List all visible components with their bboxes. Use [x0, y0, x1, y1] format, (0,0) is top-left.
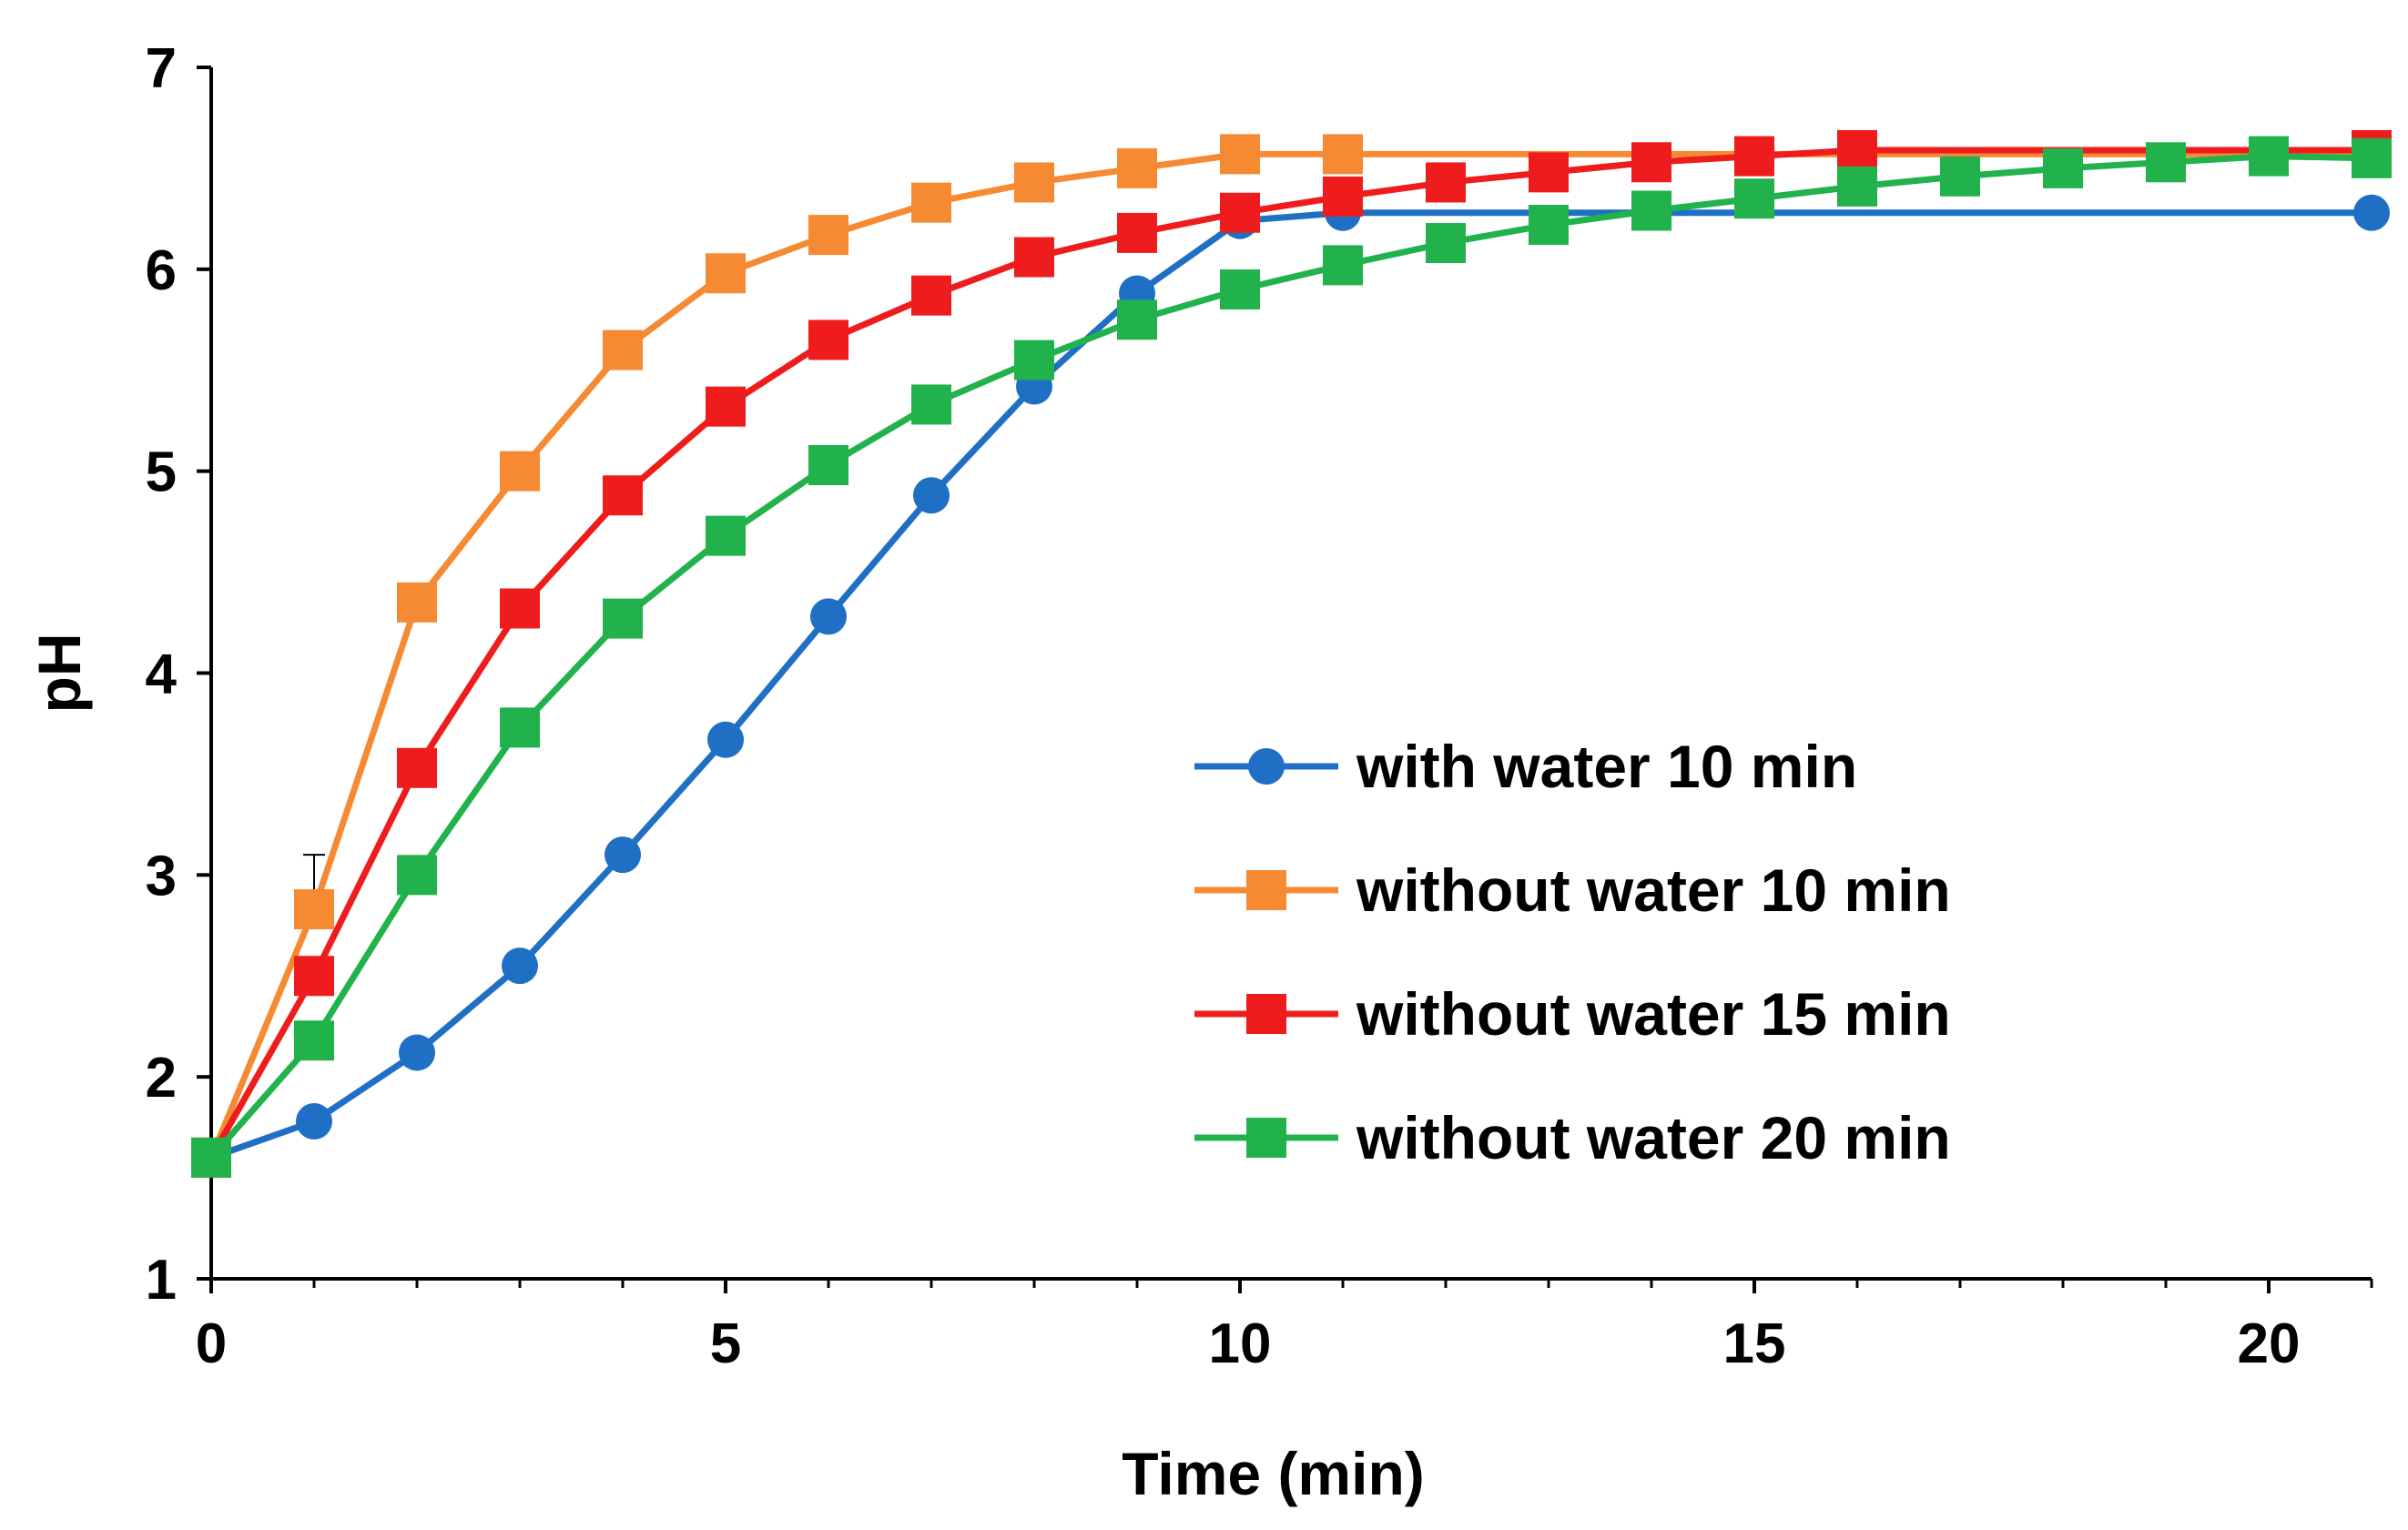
data-point-1: [603, 329, 643, 370]
data-point-2: [397, 747, 437, 788]
data-point-3: [500, 707, 540, 748]
legend-label: without water 10 min: [1356, 856, 1951, 924]
x-tick-label: 0: [196, 1312, 227, 1375]
data-point-1: [397, 582, 437, 623]
x-tick-label: 20: [2238, 1312, 2301, 1375]
data-point-0: [605, 836, 641, 874]
data-point-3: [1940, 156, 1980, 197]
legend-swatch-marker: [1248, 748, 1285, 785]
data-point-2: [294, 956, 334, 997]
legend-item: without water 20 min: [1194, 1104, 1951, 1171]
data-point-3: [1323, 245, 1363, 286]
y-tick-label: 6: [146, 239, 177, 302]
data-point-2: [1426, 162, 1466, 203]
series-line-3: [208, 153, 2372, 1160]
data-point-0: [913, 477, 950, 514]
y-tick-label: 7: [146, 37, 177, 100]
data-point-1: [1220, 134, 1260, 175]
data-point-3: [911, 384, 951, 425]
legend-swatch-marker: [1246, 994, 1286, 1034]
data-point-3: [294, 1020, 334, 1061]
data-point-3: [603, 598, 643, 639]
series-layer: [191, 129, 2392, 1178]
data-point-0: [810, 598, 847, 635]
data-point-2: [1117, 212, 1157, 253]
data-point-3: [1734, 178, 1774, 219]
data-point-0: [707, 721, 744, 758]
data-point-3: [2352, 137, 2392, 178]
data-point-1: [706, 253, 746, 294]
data-point-3: [1837, 166, 1877, 207]
data-point-2: [808, 319, 848, 360]
axes-layer: 1 2 3 4 5 6 7 0 5 10 15 20 Time (min) pH: [25, 37, 2373, 1507]
data-point-1: [808, 215, 848, 256]
data-point-2: [1014, 237, 1054, 278]
x-tick-label: 10: [1209, 1312, 1272, 1375]
data-point-2: [1734, 136, 1774, 177]
data-point-1: [911, 182, 951, 223]
data-point-2: [1529, 152, 1569, 193]
data-point-1: [294, 889, 334, 930]
y-tick-label: 3: [146, 845, 177, 907]
x-axis-title: Time (min): [1122, 1440, 1424, 1507]
series-line-2: [208, 147, 2372, 1160]
data-point-0: [2353, 194, 2390, 231]
legend-label: without water 15 min: [1356, 980, 1951, 1048]
x-tick-label: 15: [1723, 1312, 1786, 1375]
data-point-3: [1220, 269, 1260, 310]
data-point-1: [500, 451, 540, 491]
data-point-2: [603, 475, 643, 516]
data-point-3: [397, 855, 437, 896]
data-point-3: [1426, 222, 1466, 263]
y-tick-label: 2: [146, 1047, 177, 1110]
data-point-0: [399, 1034, 435, 1071]
data-point-1: [1117, 147, 1157, 188]
data-point-0: [296, 1102, 332, 1140]
data-point-0: [502, 947, 538, 985]
x-tick-label: 5: [710, 1312, 741, 1375]
legend: with water 10 min without water 10 min wit…: [1194, 733, 1951, 1171]
legend-swatch-marker: [1246, 870, 1286, 910]
data-point-2: [500, 588, 540, 629]
legend-item: without water 15 min: [1194, 980, 1951, 1048]
data-point-3: [2146, 142, 2186, 183]
y-axis-title: pH: [25, 633, 93, 714]
data-point-3: [706, 515, 746, 556]
legend-label: without water 20 min: [1356, 1104, 1951, 1171]
data-point-1: [1323, 134, 1363, 175]
data-point-3: [2043, 147, 2083, 188]
data-point-3: [1014, 339, 1054, 380]
data-point-1: [1014, 162, 1054, 203]
data-point-2: [1837, 129, 1877, 170]
data-point-2: [1323, 176, 1363, 217]
y-tick-label: 4: [146, 643, 178, 706]
legend-item: without water 10 min: [1194, 856, 1951, 924]
y-tick-label: 1: [146, 1249, 177, 1312]
series-line-1: [208, 150, 2372, 1160]
y-tick-label: 5: [146, 441, 177, 504]
data-point-3: [1117, 299, 1157, 340]
data-point-2: [911, 275, 951, 316]
data-point-3: [2249, 136, 2289, 177]
data-point-3: [808, 445, 848, 486]
data-point-2: [1631, 142, 1671, 183]
legend-item: with water 10 min: [1194, 733, 1857, 800]
data-point-2: [1220, 192, 1260, 233]
data-point-3: [1529, 205, 1569, 246]
data-point-2: [706, 386, 746, 427]
legend-swatch-marker: [1246, 1118, 1286, 1158]
data-point-3: [1631, 190, 1671, 231]
data-point-3: [191, 1137, 231, 1178]
legend-label: with water 10 min: [1356, 733, 1857, 800]
